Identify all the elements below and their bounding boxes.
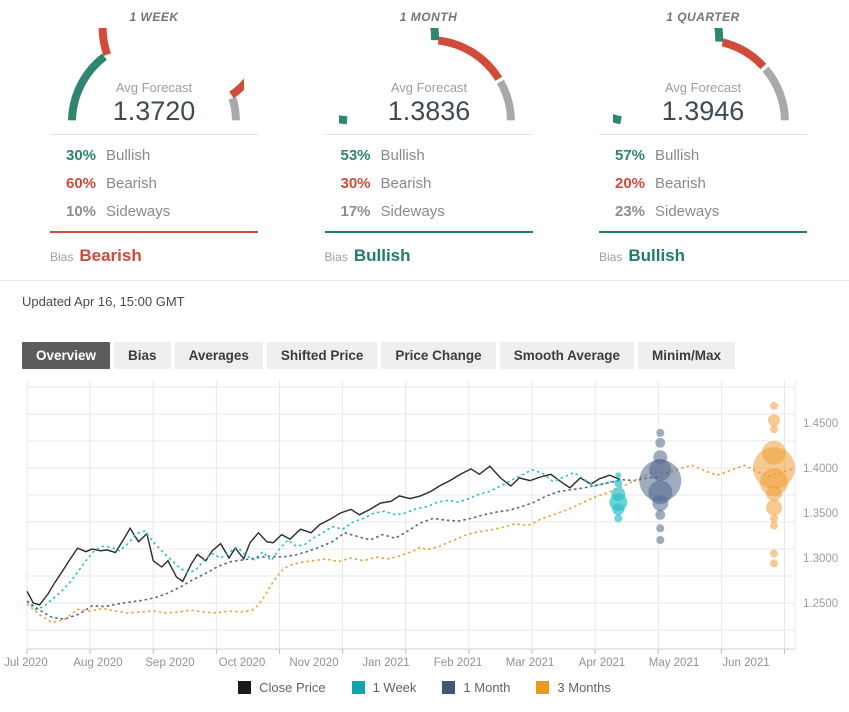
tab-averages[interactable]: Averages (175, 342, 263, 369)
legend-item-1-week[interactable]: 1 Week (352, 680, 417, 695)
svg-text:1.3500: 1.3500 (803, 508, 838, 520)
bias-value: Bullish (354, 246, 411, 266)
bearish-stat: 30% Bearish (325, 169, 533, 197)
avg-forecast-value: 1.3836 (387, 96, 470, 126)
svg-text:1.4500: 1.4500 (803, 418, 838, 430)
forecast-panels: 1 WEEK Avg Forecast 1.3720 30% Bullish 6… (0, 0, 849, 266)
bias-underline (325, 231, 533, 233)
avg-forecast-value: 1.3946 (662, 96, 745, 126)
tab-smooth-average[interactable]: Smooth Average (500, 342, 634, 369)
sideways-stat: 23% Sideways (599, 197, 807, 225)
one-month-swatch-icon (442, 681, 455, 694)
updated-timestamp: Updated Apr 16, 15:00 GMT (22, 294, 849, 309)
legend-item-1-month[interactable]: 1 Month (442, 680, 510, 695)
bullish-label: Bullish (655, 147, 699, 164)
sideways-pct: 23% (615, 203, 655, 220)
svg-text:Oct 2020: Oct 2020 (219, 657, 266, 669)
svg-text:Apr 2021: Apr 2021 (579, 657, 626, 669)
avg-forecast-label: Avg Forecast (390, 80, 467, 95)
bullish-pct: 30% (66, 147, 106, 164)
bias-underline (599, 231, 807, 233)
panel-period-title: 1 WEEK (50, 10, 258, 24)
section-divider (0, 280, 849, 281)
svg-text:1.4000: 1.4000 (803, 463, 838, 475)
bearish-stat: 20% Bearish (599, 169, 807, 197)
forecast-gauge: Avg Forecast 1.3836 (339, 28, 519, 126)
legend-label: Close Price (259, 680, 325, 695)
svg-text:Mar 2021: Mar 2021 (506, 657, 555, 669)
three-months-swatch-icon (536, 681, 549, 694)
bearish-pct: 20% (615, 175, 655, 192)
bullish-stat: 57% Bullish (599, 141, 807, 169)
forecast-chart[interactable]: 1.4500 1.4000 1.3500 1.3000 1.2500 Jul 2020 Au… (0, 379, 849, 673)
sideways-label: Sideways (106, 203, 170, 220)
bias-label: Bias (325, 250, 348, 264)
bias-value: Bullish (628, 246, 685, 266)
sideways-label: Sideways (655, 203, 719, 220)
tab-price-change[interactable]: Price Change (381, 342, 495, 369)
one-week-swatch-icon (352, 681, 365, 694)
legend-label: 1 Month (463, 680, 510, 695)
sideways-label: Sideways (381, 203, 445, 220)
legend-item-close-price[interactable]: Close Price (238, 680, 325, 695)
forecast-panel-1-quarter: 1 QUARTER Avg Forecast 1.3946 57% Bullis… (599, 10, 807, 266)
legend-label: 3 Months (557, 680, 610, 695)
legend-label: 1 Week (373, 680, 417, 695)
panel-period-title: 1 MONTH (325, 10, 533, 24)
forecast-gauge: Avg Forecast 1.3720 (64, 28, 244, 126)
panel-period-title: 1 QUARTER (599, 10, 807, 24)
forecast-panel-1-month: 1 MONTH Avg Forecast 1.3836 53% Bullish … (325, 10, 533, 266)
close-price-swatch-icon (238, 681, 251, 694)
tab-minim-max[interactable]: Minim/Max (638, 342, 735, 369)
bearish-label: Bearish (381, 175, 432, 192)
bearish-pct: 60% (66, 175, 106, 192)
bullish-pct: 57% (615, 147, 655, 164)
divider (50, 134, 258, 135)
bias-underline (50, 231, 258, 233)
divider (325, 134, 533, 135)
svg-text:1.3000: 1.3000 (803, 553, 838, 565)
chart-tabs: Overview Bias Averages Shifted Price Pri… (22, 342, 849, 369)
forecast-gauge: Avg Forecast 1.3946 (613, 28, 793, 126)
svg-text:1.2500: 1.2500 (803, 598, 838, 610)
bearish-stat: 60% Bearish (50, 169, 258, 197)
divider (599, 134, 807, 135)
tab-bias[interactable]: Bias (114, 342, 171, 369)
bullish-pct: 53% (341, 147, 381, 164)
forecast-panel-1-week: 1 WEEK Avg Forecast 1.3720 30% Bullish 6… (50, 10, 258, 266)
svg-text:Jan 2021: Jan 2021 (362, 657, 409, 669)
legend-item-3-months[interactable]: 3 Months (536, 680, 610, 695)
tab-shifted-price[interactable]: Shifted Price (267, 342, 378, 369)
avg-forecast-label: Avg Forecast (116, 80, 193, 95)
sideways-stat: 17% Sideways (325, 197, 533, 225)
sideways-pct: 10% (66, 203, 106, 220)
sideways-stat: 10% Sideways (50, 197, 258, 225)
tab-overview[interactable]: Overview (22, 342, 110, 369)
bullish-label: Bullish (106, 147, 150, 164)
svg-text:Sep 2020: Sep 2020 (145, 657, 194, 669)
chart-legend: Close Price 1 Week 1 Month 3 Months (0, 680, 849, 695)
bias-label: Bias (50, 250, 73, 264)
bearish-pct: 30% (341, 175, 381, 192)
bias-value: Bearish (79, 246, 141, 266)
bias-label: Bias (599, 250, 622, 264)
svg-text:May 2021: May 2021 (649, 657, 700, 669)
svg-text:Jun 2021: Jun 2021 (722, 657, 769, 669)
svg-text:Jul 2020: Jul 2020 (4, 657, 47, 669)
avg-forecast-label: Avg Forecast (665, 80, 742, 95)
svg-text:Feb 2021: Feb 2021 (434, 657, 483, 669)
bearish-label: Bearish (106, 175, 157, 192)
bullish-label: Bullish (381, 147, 425, 164)
bullish-stat: 30% Bullish (50, 141, 258, 169)
bullish-stat: 53% Bullish (325, 141, 533, 169)
svg-text:Aug 2020: Aug 2020 (73, 657, 122, 669)
svg-text:Nov 2020: Nov 2020 (289, 657, 338, 669)
avg-forecast-value: 1.3720 (113, 96, 196, 126)
sideways-pct: 17% (341, 203, 381, 220)
bearish-label: Bearish (655, 175, 706, 192)
